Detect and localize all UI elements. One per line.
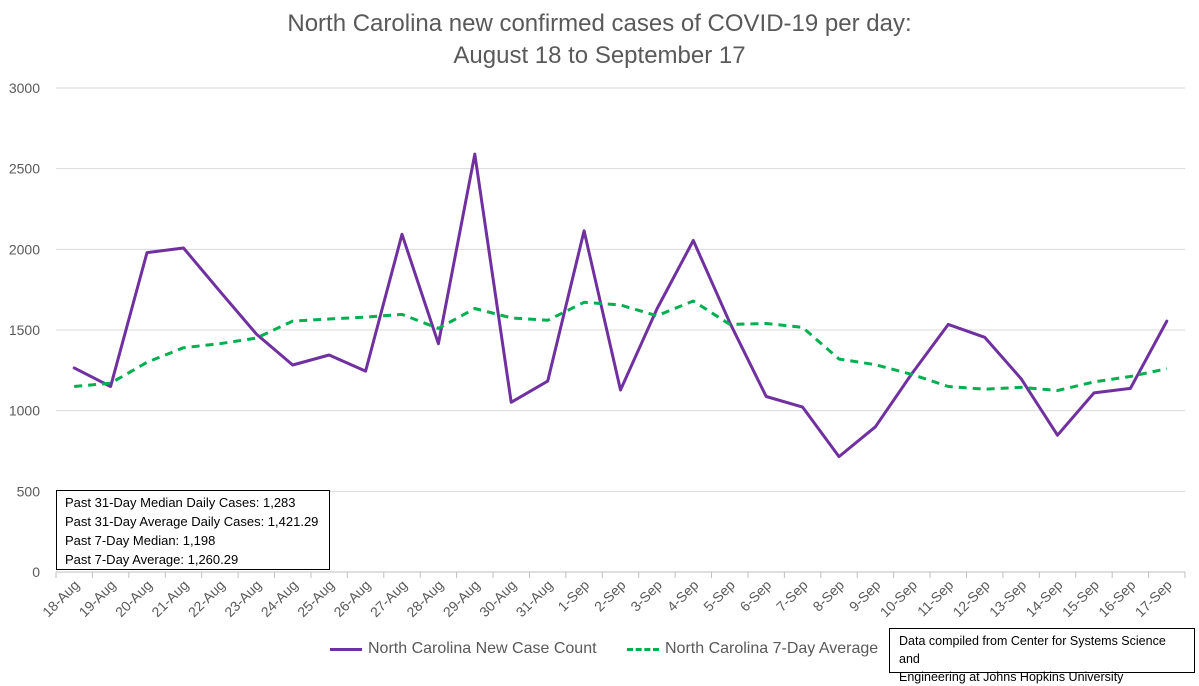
y-tick-label: 3000 — [9, 80, 40, 96]
x-tick-label: 23-Aug — [221, 577, 264, 620]
x-tick-label: 17-Sep — [1132, 577, 1175, 620]
x-tick-label: 16-Sep — [1095, 577, 1138, 620]
stat-31day-median: Past 31-Day Median Daily Cases: 1,283 — [65, 493, 321, 512]
summary-stats-box: Past 31-Day Median Daily Cases: 1,283 Pa… — [56, 490, 330, 570]
x-tick-label: 13-Sep — [986, 577, 1029, 620]
y-tick-label: 0 — [32, 564, 40, 580]
x-tick-label: 24-Aug — [258, 577, 301, 620]
x-tick-label: 2-Sep — [591, 577, 629, 615]
x-tick-label: 25-Aug — [294, 577, 337, 620]
x-tick-label: 10-Sep — [877, 577, 920, 620]
x-tick-label: 26-Aug — [330, 577, 373, 620]
source-note-line1: Data compiled from Center for Systems Sc… — [899, 632, 1185, 668]
x-tick-label: 11-Sep — [914, 577, 957, 620]
x-tick-label: 1-Sep — [554, 577, 592, 615]
stat-7day-average: Past 7-Day Average: 1,260.29 — [65, 550, 321, 569]
source-note-box: Data compiled from Center for Systems Sc… — [889, 628, 1195, 673]
x-tick-label: 18-Aug — [39, 577, 82, 620]
x-tick-label: 8-Sep — [809, 577, 847, 615]
x-tick-label: 15-Sep — [1059, 577, 1102, 620]
x-tick-label: 12-Sep — [950, 577, 993, 620]
x-tick-label: 20-Aug — [112, 577, 155, 620]
x-tick-label: 19-Aug — [76, 577, 119, 620]
x-tick-label: 21-Aug — [148, 577, 191, 620]
legend-swatch-solid — [330, 648, 362, 651]
y-tick-label: 500 — [17, 483, 41, 499]
stat-31day-average: Past 31-Day Average Daily Cases: 1,421.2… — [65, 512, 321, 531]
series-line-new-case-count — [74, 154, 1167, 457]
y-tick-label: 1500 — [9, 322, 40, 338]
x-tick-label: 22-Aug — [185, 577, 228, 620]
x-tick-label: 7-Sep — [773, 577, 811, 615]
x-tick-label: 3-Sep — [627, 577, 665, 615]
x-tick-label: 14-Sep — [1022, 577, 1065, 620]
y-tick-label: 2000 — [9, 241, 40, 257]
legend-item-new-case-count: North Carolina New Case Count — [330, 640, 597, 658]
x-tick-label: 29-Aug — [440, 577, 483, 620]
y-tick-label: 2500 — [9, 161, 40, 177]
x-tick-label: 30-Aug — [476, 577, 519, 620]
legend-label-7day-average: North Carolina 7-Day Average — [665, 640, 878, 658]
x-tick-label: 6-Sep — [737, 577, 775, 615]
x-tick-label: 28-Aug — [403, 577, 446, 620]
x-tick-label: 31-Aug — [513, 577, 556, 620]
stat-7day-median: Past 7-Day Median: 1,198 — [65, 531, 321, 550]
source-note-line2: Engineering at Johns Hopkins University — [899, 668, 1185, 686]
legend-item-7day-average: North Carolina 7-Day Average — [627, 640, 878, 658]
x-tick-label: 4-Sep — [664, 577, 702, 615]
y-tick-label: 1000 — [9, 403, 40, 419]
x-tick-label: 5-Sep — [700, 577, 738, 615]
x-tick-label: 27-Aug — [367, 577, 410, 620]
legend-swatch-dashed — [627, 648, 659, 651]
legend-label-new-case-count: North Carolina New Case Count — [368, 640, 597, 658]
